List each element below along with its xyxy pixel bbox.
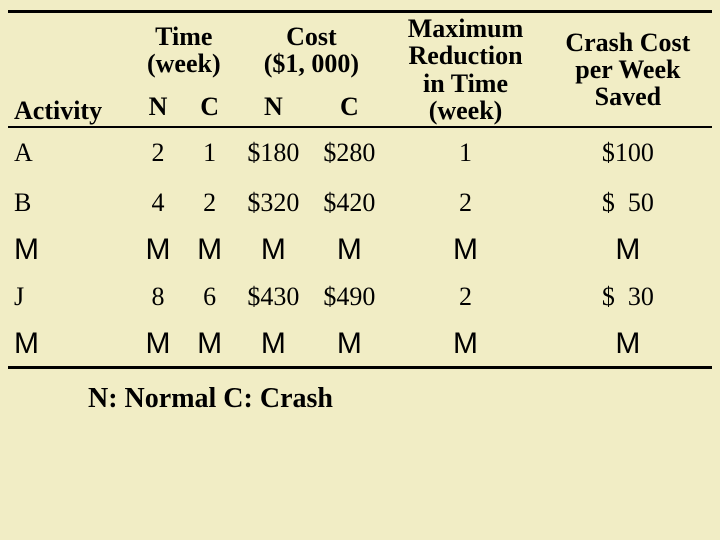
cell-max-reduction: 2 bbox=[387, 178, 543, 228]
cell-crash-cost: $ 50 bbox=[544, 178, 712, 228]
cell-activity: M bbox=[8, 228, 132, 272]
cell-crash-cost: M bbox=[544, 322, 712, 368]
cell-cost-c: M bbox=[311, 322, 387, 368]
cell-cost-n: $180 bbox=[235, 127, 311, 178]
subheader-time-n: N bbox=[132, 87, 184, 127]
cell-time-c: 1 bbox=[184, 127, 236, 178]
cell-max-reduction: M bbox=[387, 228, 543, 272]
col-header-crash-cost: Crash Costper WeekSaved bbox=[544, 12, 712, 128]
cell-activity: M bbox=[8, 322, 132, 368]
crash-cost-table: Activity Time(week) Cost($1, 000) Maximu… bbox=[8, 10, 712, 369]
cell-time-n: 2 bbox=[132, 127, 184, 178]
cell-crash-cost: $ 30 bbox=[544, 272, 712, 322]
table-row: B42$320$4202$ 50 bbox=[8, 178, 712, 228]
cell-activity: A bbox=[8, 127, 132, 178]
col-header-time: Time(week) bbox=[132, 12, 235, 87]
cell-time-n: M bbox=[132, 322, 184, 368]
cell-activity: B bbox=[8, 178, 132, 228]
cell-time-c: 2 bbox=[184, 178, 236, 228]
cell-crash-cost: $100 bbox=[544, 127, 712, 178]
cell-time-c: M bbox=[184, 322, 236, 368]
cell-time-c: 6 bbox=[184, 272, 236, 322]
cell-cost-c: $420 bbox=[311, 178, 387, 228]
legend-text: N: Normal C: Crash bbox=[8, 369, 712, 415]
cell-max-reduction: M bbox=[387, 322, 543, 368]
cell-cost-c: $280 bbox=[311, 127, 387, 178]
cell-max-reduction: 1 bbox=[387, 127, 543, 178]
cell-cost-n: $320 bbox=[235, 178, 311, 228]
cell-time-n: 4 bbox=[132, 178, 184, 228]
table-row: MMMMMMM bbox=[8, 322, 712, 368]
subheader-cost-n: N bbox=[235, 87, 311, 127]
subheader-time-c: C bbox=[184, 87, 236, 127]
cell-cost-n: $430 bbox=[235, 272, 311, 322]
cell-time-n: M bbox=[132, 228, 184, 272]
table-row: A21$180$2801$100 bbox=[8, 127, 712, 178]
cell-cost-c: $490 bbox=[311, 272, 387, 322]
col-header-cost: Cost($1, 000) bbox=[235, 12, 387, 87]
cell-max-reduction: 2 bbox=[387, 272, 543, 322]
table-row: MMMMMMM bbox=[8, 228, 712, 272]
cell-cost-c: M bbox=[311, 228, 387, 272]
cell-activity: J bbox=[8, 272, 132, 322]
subheader-cost-c: C bbox=[311, 87, 387, 127]
cell-time-n: 8 bbox=[132, 272, 184, 322]
table-row: J86$430$4902$ 30 bbox=[8, 272, 712, 322]
cell-crash-cost: M bbox=[544, 228, 712, 272]
col-header-activity: Activity bbox=[8, 12, 132, 128]
col-header-max-reduction: MaximumReductionin Time(week) bbox=[387, 12, 543, 128]
cell-time-c: M bbox=[184, 228, 236, 272]
cell-cost-n: M bbox=[235, 322, 311, 368]
cell-cost-n: M bbox=[235, 228, 311, 272]
